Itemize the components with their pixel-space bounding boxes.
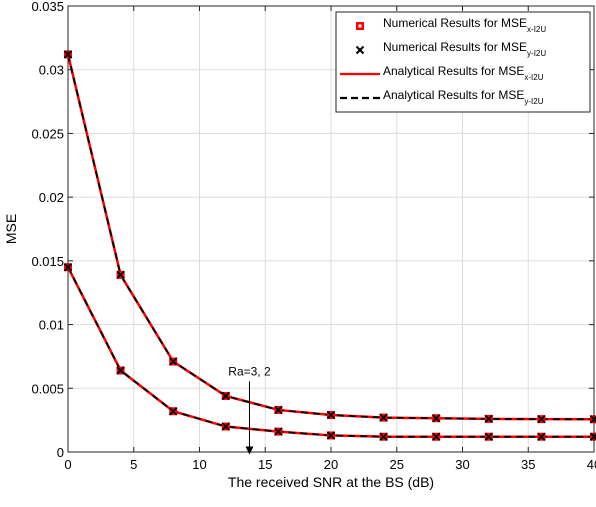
legend-label-subscript: y-I2U — [527, 49, 546, 58]
legend-label-subscript: x-I2U — [524, 73, 543, 82]
y-tick-label: 0.02 — [39, 190, 64, 205]
x-tick-label: 40 — [587, 457, 596, 472]
x-tick-label: 25 — [390, 457, 404, 472]
x-tick-label: 15 — [258, 457, 272, 472]
legend-label-subscript: x-I2U — [527, 25, 546, 34]
x-tick-label: 5 — [130, 457, 137, 472]
y-axis-title: MSE — [3, 214, 19, 244]
x-tick-label: 10 — [192, 457, 206, 472]
y-tick-label: 0 — [57, 445, 64, 460]
x-tick-label: 0 — [64, 457, 71, 472]
x-tick-label: 35 — [521, 457, 535, 472]
y-tick-label: 0.025 — [31, 126, 64, 141]
y-tick-label: 0.015 — [31, 254, 64, 269]
y-tick-label: 0.01 — [39, 318, 64, 333]
legend-label-subscript: y-I2U — [524, 97, 543, 106]
y-tick-label: 0.035 — [31, 0, 64, 14]
legend-square-marker-core — [359, 25, 362, 28]
legend: Numerical Results for MSEx-I2UNumerical … — [336, 12, 590, 112]
x-tick-label: 30 — [455, 457, 469, 472]
x-tick-label: 20 — [324, 457, 338, 472]
x-axis-title: The received SNR at the BS (dB) — [228, 474, 434, 490]
y-tick-label: 0.03 — [39, 63, 64, 78]
annotation-label: Ra=3, 2 — [228, 364, 271, 378]
y-tick-label: 0.005 — [31, 381, 64, 396]
